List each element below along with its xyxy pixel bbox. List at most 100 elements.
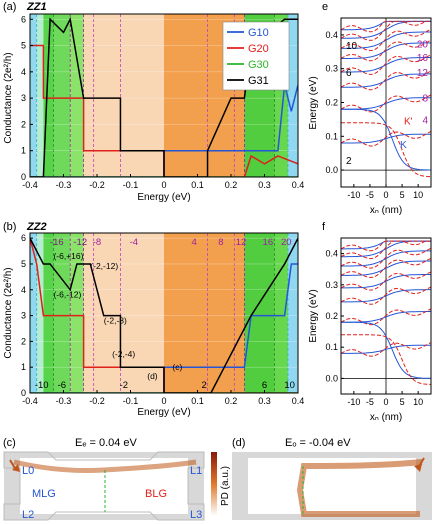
panel-e-ylabel: Energy (eV): [308, 76, 319, 129]
y-tick-label: 6: [21, 233, 26, 243]
band-region: [36, 14, 44, 177]
panel-b-name: ZZ2: [26, 221, 47, 233]
right-level-label: 8: [422, 93, 428, 104]
band-k: [341, 274, 431, 289]
panel-f-band-structure: 0.0 0.1 0.2 0.3 0.4 -10 -5 0 5 10 f Energy (eV) x…: [308, 221, 432, 423]
band-kprime: [340, 28, 432, 52]
panel-c-lead-l1: L1: [190, 465, 202, 477]
valley-label: K: [400, 140, 407, 151]
left-level-label: 6: [346, 68, 352, 79]
panel-a-conductance-zz1: -0.4 -0.3 -0.2 -0.1 0 0.1 0.2 0.3 0.4 0 1 2 3 4 5 6 (a)…: [3, 1, 304, 203]
y-tick-label: 0.3: [325, 64, 338, 74]
y-tick-label: 0.3: [325, 280, 338, 290]
band-k: [340, 57, 431, 73]
x-tick-label: -5: [366, 397, 374, 407]
x-tick-label: 0.3: [258, 396, 271, 406]
panel-c-device-edge: [3, 451, 205, 521]
panel-f-xlabel: xₙ (nm): [370, 412, 402, 423]
series-g31: [30, 237, 298, 393]
x-tick-label: 0.1: [191, 396, 204, 406]
panel-e-xlabel: xₙ (nm): [370, 205, 402, 216]
band-kprime: [340, 308, 432, 326]
band-kprime-lowest: [341, 122, 432, 178]
x-tick-label: 0: [161, 180, 166, 190]
x-tick-label: 0: [383, 190, 388, 200]
y-tick-label: 6: [21, 14, 26, 24]
x-tick-label: 0.4: [292, 180, 305, 190]
panel-f-curves: [340, 238, 432, 394]
y-tick-label: 0.0: [325, 373, 338, 383]
panel-c-blg: BLG: [145, 488, 167, 500]
x-tick-label: -10: [347, 190, 360, 200]
x-tick-label: -0.4: [22, 396, 38, 406]
band-kprime: [340, 94, 432, 113]
band-region: [53, 14, 71, 177]
x-tick-label: -0.3: [56, 180, 72, 190]
band-region: [70, 14, 84, 177]
panel-f-label: f: [322, 221, 326, 233]
top-label: 16: [263, 237, 274, 248]
panel-c-label: (c): [3, 437, 16, 449]
panel-a-label: (a): [3, 1, 16, 13]
annotation: (-2,-12): [90, 261, 118, 271]
y-tick-label: 1: [21, 146, 26, 156]
band-region: [43, 14, 54, 177]
annotation: (-2,-8): [104, 315, 127, 325]
pd-colorbar: PD (a.u.): [211, 452, 231, 516]
x-tick-label: 0.4: [292, 396, 305, 406]
band-k: [341, 31, 431, 49]
panel-c-lead-l3: L3: [190, 509, 202, 521]
y-tick-label: 0.4: [325, 30, 338, 40]
panel-e-band-structure: 0.0 0.1 0.2 0.3 0.4 -10 -5 0 5 10 e Energy (eV) x…: [308, 1, 432, 216]
band-kprime: [340, 39, 432, 62]
bottom-label: -6: [58, 380, 66, 391]
y-tick-label: 0.1: [325, 342, 338, 352]
panel-b-energy-bands: [30, 233, 298, 393]
annotation: (c): [172, 362, 182, 372]
band-kprime: [340, 20, 431, 41]
y-tick-label: 0: [21, 172, 26, 182]
panel-b-curves: [30, 237, 298, 393]
left-level-label: 10: [346, 41, 358, 52]
bottom-label: 6: [262, 380, 267, 391]
panel-a-ylabel: Conductance (2e²/h): [3, 52, 14, 143]
top-label: 4: [192, 237, 197, 248]
band-region: [36, 233, 44, 393]
band-k: [341, 260, 431, 276]
y-tick-label: 0.1: [325, 131, 338, 141]
y-tick-label: 3: [21, 311, 26, 321]
band-region: [43, 233, 54, 393]
panel-e-labels: 10 6 2 20 16 12 8 4 K' K: [346, 39, 428, 167]
x-tick-label: -0.1: [123, 180, 139, 190]
panel-c-lead-l0: L0: [22, 465, 34, 477]
panel-d-arrow-head: [414, 464, 422, 472]
band-kprime: [340, 271, 432, 291]
band-kprime: [340, 286, 432, 305]
band-k-lowest: [341, 108, 431, 171]
valley-label: K': [404, 116, 413, 127]
x-tick-label: 0.1: [191, 180, 204, 190]
x-tick-label: 0.3: [258, 180, 271, 190]
y-tick-label: 5: [21, 41, 26, 51]
band-region: [30, 14, 37, 177]
band-kprime: [340, 240, 431, 252]
band-k: [341, 42, 431, 59]
x-tick-label: 0.2: [225, 180, 238, 190]
band-region: [83, 14, 164, 177]
pd-colorbar-label: PD (a.u.): [220, 466, 231, 506]
panel-d-density-path: [296, 459, 423, 518]
panel-c-density-path: [13, 459, 197, 474]
band-region: [83, 233, 164, 393]
y-tick-label: 0.4: [325, 249, 338, 259]
band-region: [164, 233, 245, 393]
annotation: (-6,-12): [53, 290, 81, 300]
panel-b-ylabel: Conductance (2e²/h): [3, 267, 14, 358]
panel-a-xlabel: Energy (eV): [137, 192, 190, 203]
x-tick-label: -0.1: [123, 396, 139, 406]
x-tick-label: -10: [347, 397, 360, 407]
legend-label-g30: G30: [248, 59, 269, 71]
band-region: [274, 233, 288, 393]
top-label: -4: [130, 237, 138, 248]
panel-b-label: (b): [3, 221, 16, 233]
x-tick-label: 5: [400, 190, 405, 200]
